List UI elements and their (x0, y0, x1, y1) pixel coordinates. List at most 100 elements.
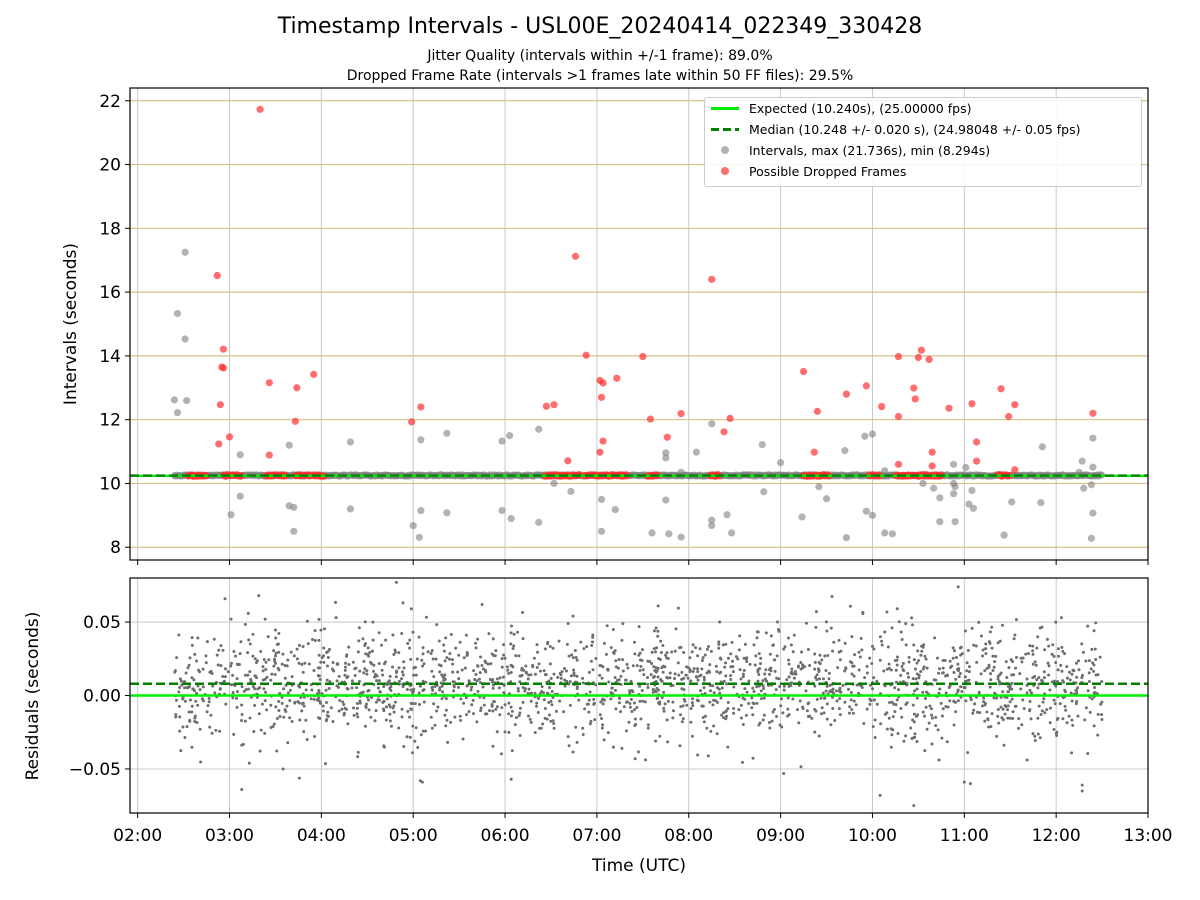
residual-point (1052, 698, 1056, 702)
residual-point (956, 699, 960, 703)
residual-point (357, 639, 361, 643)
residual-point (954, 656, 958, 660)
residual-point (904, 734, 908, 738)
dropped-frame-point (542, 402, 550, 410)
residual-point (1068, 678, 1072, 682)
residual-point (860, 685, 864, 689)
residual-point (511, 646, 515, 650)
residual-point (474, 641, 478, 645)
residual-point (500, 657, 504, 661)
residual-point (312, 669, 316, 673)
residual-point (1090, 647, 1094, 651)
residual-point (551, 695, 555, 699)
residual-point (338, 699, 342, 703)
residual-point (400, 677, 404, 681)
residual-point (537, 662, 541, 666)
residual-point (411, 702, 415, 706)
residual-point (316, 674, 320, 678)
residual-point (1050, 680, 1054, 684)
interval-point (611, 506, 619, 514)
residual-point (850, 635, 854, 639)
residual-point (1047, 664, 1051, 668)
residual-point (1081, 650, 1085, 654)
residual-point (356, 715, 360, 719)
residual-point (432, 702, 436, 706)
dropped-frame-point (1011, 401, 1019, 409)
residual-point (569, 674, 573, 678)
residual-point (239, 640, 243, 644)
dropped-frame-point (677, 410, 685, 418)
residual-point (243, 622, 247, 626)
residual-point (574, 655, 578, 659)
residual-point (738, 634, 742, 638)
residual-point (779, 697, 783, 701)
residual-point (711, 703, 715, 707)
residual-point (178, 677, 182, 681)
residual-point (550, 689, 554, 693)
residual-point (443, 673, 447, 677)
residual-point (199, 760, 203, 764)
dropped-frame-point (842, 390, 851, 398)
residual-point (863, 676, 867, 680)
residual-point (1025, 758, 1029, 762)
residuals-y-tick-label: 0.05 (83, 613, 121, 633)
residual-point (629, 697, 633, 701)
residual-point (444, 708, 448, 712)
residual-point (938, 667, 942, 671)
residual-point (668, 676, 672, 680)
x-tick-label: 05:00 (389, 826, 438, 846)
residual-point (538, 669, 542, 673)
residual-point (485, 712, 489, 716)
residual-point (941, 707, 945, 711)
residual-point (1094, 621, 1098, 625)
residual-point (638, 669, 642, 673)
residual-point (187, 663, 191, 667)
residual-point (656, 634, 660, 638)
residual-point (277, 709, 281, 713)
residual-point (372, 683, 376, 687)
residual-point (807, 701, 811, 705)
residual-point (1031, 652, 1035, 656)
residual-point (696, 753, 700, 757)
residual-point (1070, 751, 1074, 755)
interval-point (1089, 509, 1097, 517)
residual-point (281, 652, 285, 656)
residual-point (1063, 652, 1067, 656)
residual-point (962, 780, 966, 784)
residual-point (563, 684, 567, 688)
residual-point (1090, 697, 1094, 701)
residual-point (575, 685, 579, 689)
residual-point (388, 705, 392, 709)
residual-point (361, 637, 365, 641)
residual-point (665, 718, 669, 722)
residual-point (688, 656, 692, 660)
residual-point (923, 714, 927, 718)
residual-point (371, 620, 375, 624)
residual-point (1048, 688, 1052, 692)
residual-point (1050, 652, 1054, 656)
residual-point (1055, 730, 1059, 734)
residual-point (889, 727, 893, 731)
dropped-frame-point (928, 462, 936, 470)
residual-point (796, 665, 800, 669)
residual-point (1037, 676, 1041, 680)
residual-point (397, 666, 401, 670)
residual-point (562, 710, 566, 714)
residual-point (391, 706, 395, 710)
residual-point (544, 673, 548, 677)
residual-point (694, 646, 698, 650)
residual-point (409, 657, 413, 661)
residual-point (965, 669, 969, 673)
residual-point (777, 677, 781, 681)
residual-point (887, 716, 891, 720)
residual-point (533, 672, 537, 676)
residual-point (621, 622, 625, 626)
residual-point (323, 627, 327, 631)
interval-point (1080, 484, 1088, 492)
dropped-frame-point (225, 433, 234, 441)
residual-point (1028, 699, 1032, 703)
residual-point (431, 657, 435, 661)
residual-point (356, 650, 360, 654)
residual-point (324, 701, 328, 705)
